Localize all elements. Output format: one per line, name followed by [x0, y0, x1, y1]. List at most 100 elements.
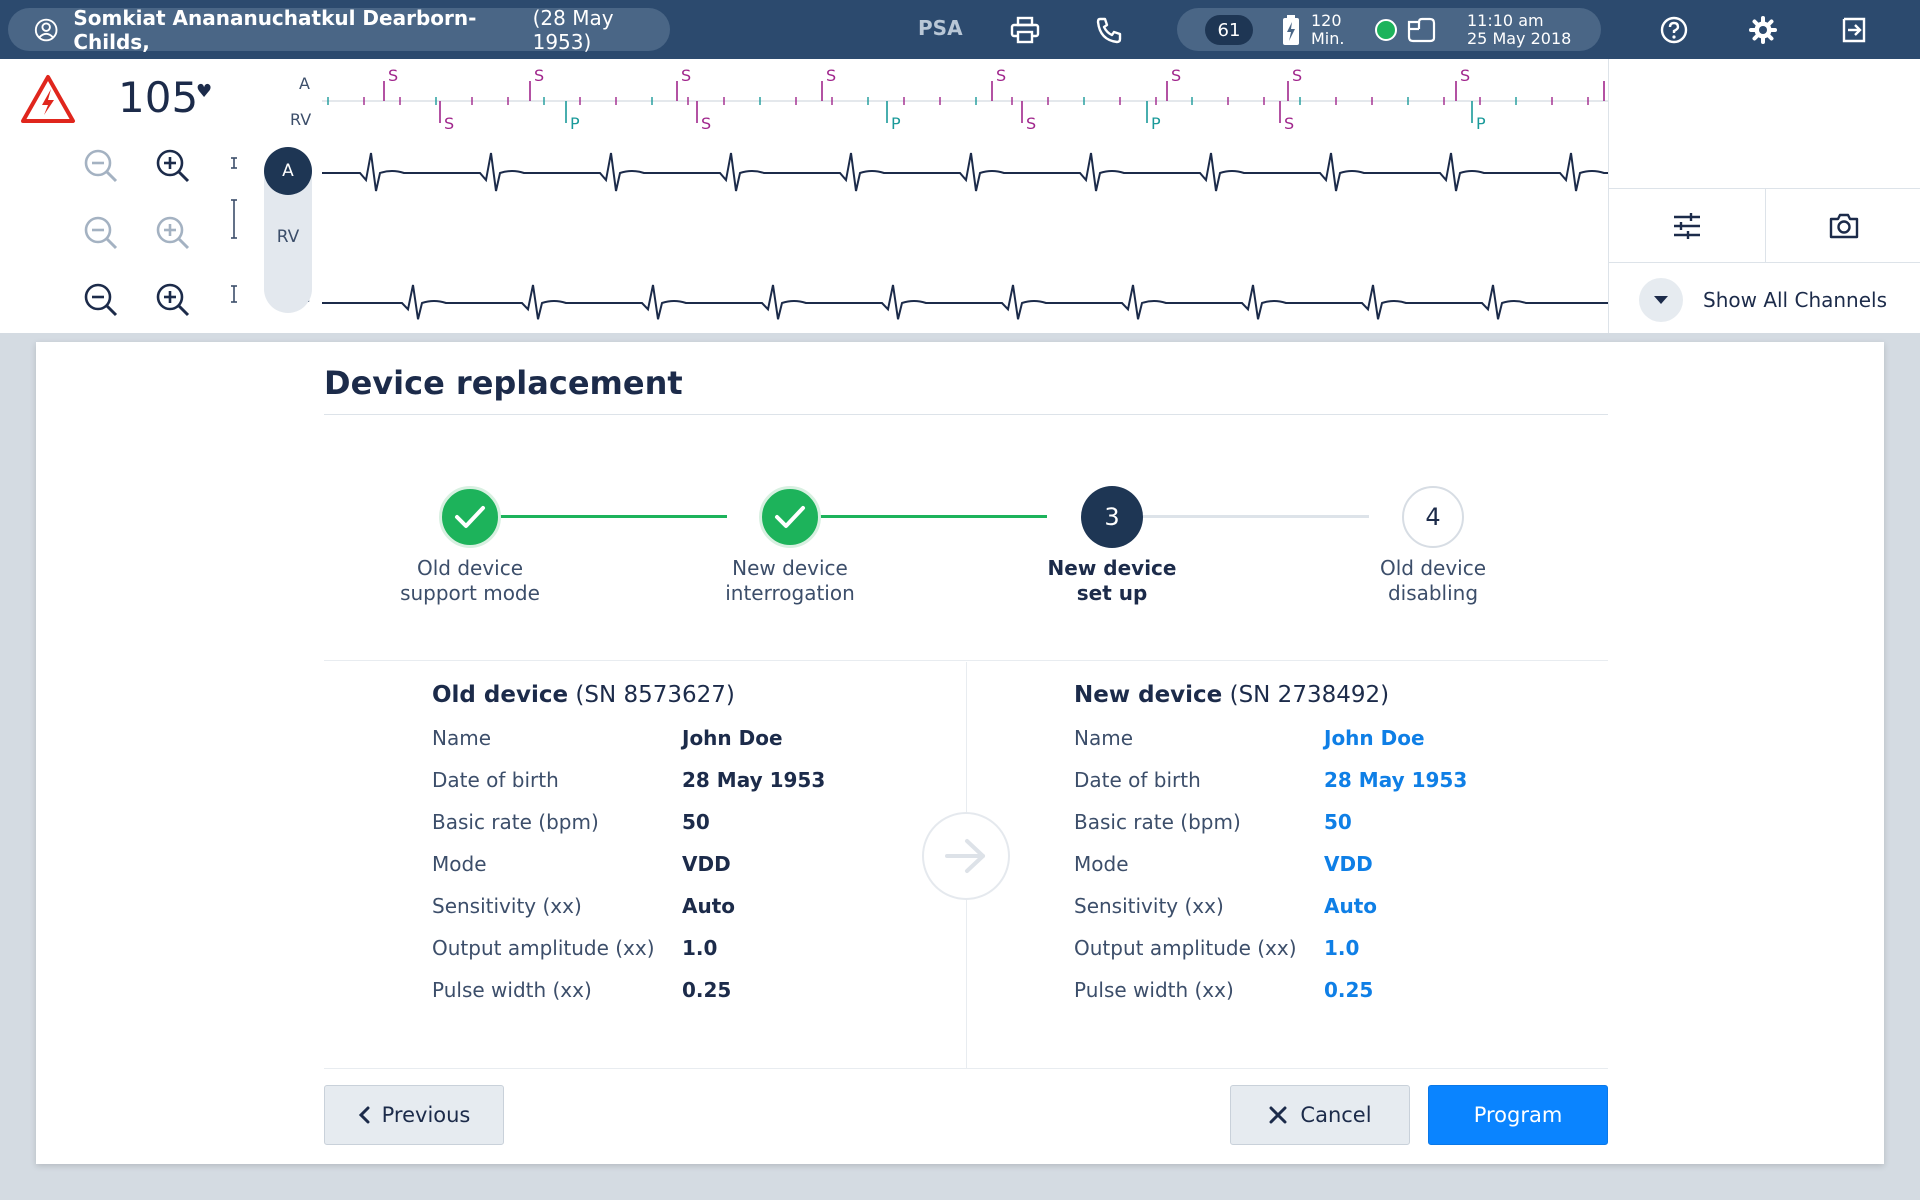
- rv-marker-label: P: [1151, 114, 1161, 133]
- info-row: Pulse width (xx) 0.25: [432, 978, 932, 1020]
- datetime-readout: 11:10 am 25 May 2018: [1467, 12, 1571, 48]
- info-label: Name: [1074, 726, 1134, 750]
- new-device-rows: Name John Doe Date of birth 28 May 1953 Basi…: [1074, 726, 1574, 1020]
- new-device-panel: New device (SN 2738492) Name John Doe Date…: [1074, 682, 1574, 1020]
- camera-icon: [1829, 213, 1858, 239]
- snapshot-button[interactable]: [1765, 189, 1920, 263]
- info-label: Output amplitude (xx): [432, 936, 655, 960]
- amplitude-scale-bar: [231, 285, 237, 303]
- settings-sliders-button[interactable]: [1609, 189, 1765, 263]
- step-label: New device set up: [1002, 556, 1222, 606]
- new-device-serial: (SN 2738492): [1229, 682, 1390, 708]
- info-row: Basic rate (bpm) 50: [1074, 810, 1574, 852]
- step-done-check-icon: [759, 486, 821, 548]
- old-device-title: Old device: [432, 682, 569, 708]
- ecg-side-panel: Show All Channels: [1608, 59, 1920, 333]
- battery-readout: 120 Min.: [1311, 12, 1344, 48]
- heart-rate-value: 105: [118, 73, 199, 122]
- step-label-line2: disabling: [1387, 581, 1479, 605]
- info-label: Basic rate (bpm): [432, 810, 599, 834]
- marker-label-a: A: [299, 74, 310, 93]
- info-row: Pulse width (xx) 0.25: [1074, 978, 1574, 1020]
- old-device-panel: Old device (SN 8573627) Name John Doe Date…: [432, 682, 932, 1020]
- stepper: Old device support mode New device inter…: [324, 482, 1608, 622]
- zoom-out-icon[interactable]: [81, 146, 121, 186]
- step-connector-done: [805, 515, 1047, 518]
- old-device-heading: Old device (SN 8573627): [432, 682, 932, 708]
- patient-pill[interactable]: Somkiat Anananuchatkul Dearborn-Childs, …: [8, 5, 670, 54]
- step-2[interactable]: New device interrogation: [680, 482, 900, 606]
- telemetry-icon: [1407, 17, 1436, 43]
- rv-marker-label: P: [891, 114, 901, 133]
- info-label: Sensitivity (xx): [1074, 894, 1224, 918]
- a-marker-label: S: [996, 66, 1006, 85]
- alarm-warning-icon[interactable]: [20, 73, 76, 125]
- step-label-line2: set up: [1076, 581, 1148, 605]
- logout-icon[interactable]: [1836, 12, 1872, 48]
- rv-marker-label: P: [570, 114, 580, 133]
- rv-marker-label: S: [1284, 114, 1294, 133]
- a-marker-label: S: [1292, 66, 1302, 85]
- step-label: Old device support mode: [360, 556, 580, 606]
- rv-marker-label: S: [701, 114, 711, 133]
- program-button[interactable]: Program: [1428, 1085, 1608, 1145]
- step-label-line2: support mode: [400, 581, 540, 605]
- step-label: Old device disabling: [1323, 556, 1543, 606]
- info-row: Date of birth 28 May 1953: [1074, 768, 1574, 810]
- step-1[interactable]: Old device support mode: [360, 482, 580, 606]
- zoom-in-icon[interactable]: [153, 280, 193, 320]
- info-value: 50: [682, 810, 710, 834]
- info-value: 1.0: [682, 936, 718, 960]
- psa-button[interactable]: PSA: [918, 16, 963, 40]
- amplitude-scale-bar: [231, 157, 237, 169]
- amplitude-scale-bar: [231, 199, 237, 239]
- zoom-out-icon[interactable]: [81, 213, 121, 253]
- info-value: John Doe: [682, 726, 783, 750]
- step-4[interactable]: 4 Old device disabling: [1323, 482, 1543, 606]
- zoom-in-icon[interactable]: [153, 213, 193, 253]
- channel-a-toggle[interactable]: A: [264, 147, 312, 195]
- status-pill: 61 120 Min. 11:10 am 25 May 2018: [1177, 8, 1601, 51]
- zoom-out-icon[interactable]: [81, 280, 121, 320]
- info-row: Mode VDD: [432, 852, 932, 894]
- step-connector-todo: [1127, 515, 1369, 518]
- sliders-icon: [1674, 213, 1700, 239]
- info-label: Pulse width (xx): [1074, 978, 1234, 1002]
- step-3[interactable]: 3 New device set up: [1002, 482, 1222, 606]
- step-number: 3: [1081, 486, 1143, 548]
- a-marker-label: S: [681, 66, 691, 85]
- info-label: Pulse width (xx): [432, 978, 592, 1002]
- patient-dob: (28 May 1953): [532, 5, 614, 54]
- info-row: Output amplitude (xx) 1.0: [432, 936, 932, 978]
- zoom-in-icon[interactable]: [153, 146, 193, 186]
- ecg-waveform-display: SSSSSSSSSSPSPSPSP: [322, 66, 1608, 320]
- channel-switch[interactable]: A RV: [264, 147, 312, 313]
- info-row: Basic rate (bpm) 50: [432, 810, 932, 852]
- a-marker-label: S: [826, 66, 836, 85]
- show-all-channels-toggle[interactable]: Show All Channels: [1639, 278, 1887, 322]
- phone-icon[interactable]: [1091, 12, 1127, 48]
- footer-divider: [324, 1068, 1608, 1069]
- info-row: Output amplitude (xx) 1.0: [1074, 936, 1574, 978]
- gear-icon[interactable]: [1745, 12, 1781, 48]
- step-label-line1: Old device: [416, 556, 524, 580]
- cancel-button-label: Cancel: [1300, 1103, 1372, 1127]
- info-label: Mode: [432, 852, 487, 876]
- heart-rate-badge: 61: [1205, 15, 1253, 45]
- previous-button[interactable]: Previous: [324, 1085, 504, 1145]
- info-row: Date of birth 28 May 1953: [432, 768, 932, 810]
- old-device-serial: (SN 8573627): [575, 682, 735, 708]
- dialog-title: Device replacement: [324, 364, 683, 402]
- user-circle-icon: [34, 18, 58, 41]
- channel-rv-toggle[interactable]: RV: [276, 227, 300, 247]
- title-divider: [324, 414, 1608, 415]
- ecg-control-panel: 105 ♥: [0, 59, 322, 333]
- info-value: VDD: [682, 852, 731, 876]
- cancel-button[interactable]: Cancel: [1230, 1085, 1410, 1145]
- info-label: Date of birth: [432, 768, 559, 792]
- new-device-heading: New device (SN 2738492): [1074, 682, 1574, 708]
- chevron-down-icon: [1639, 278, 1683, 322]
- printer-icon[interactable]: [1007, 12, 1043, 48]
- a-marker-label: S: [534, 66, 544, 85]
- help-icon[interactable]: [1656, 12, 1692, 48]
